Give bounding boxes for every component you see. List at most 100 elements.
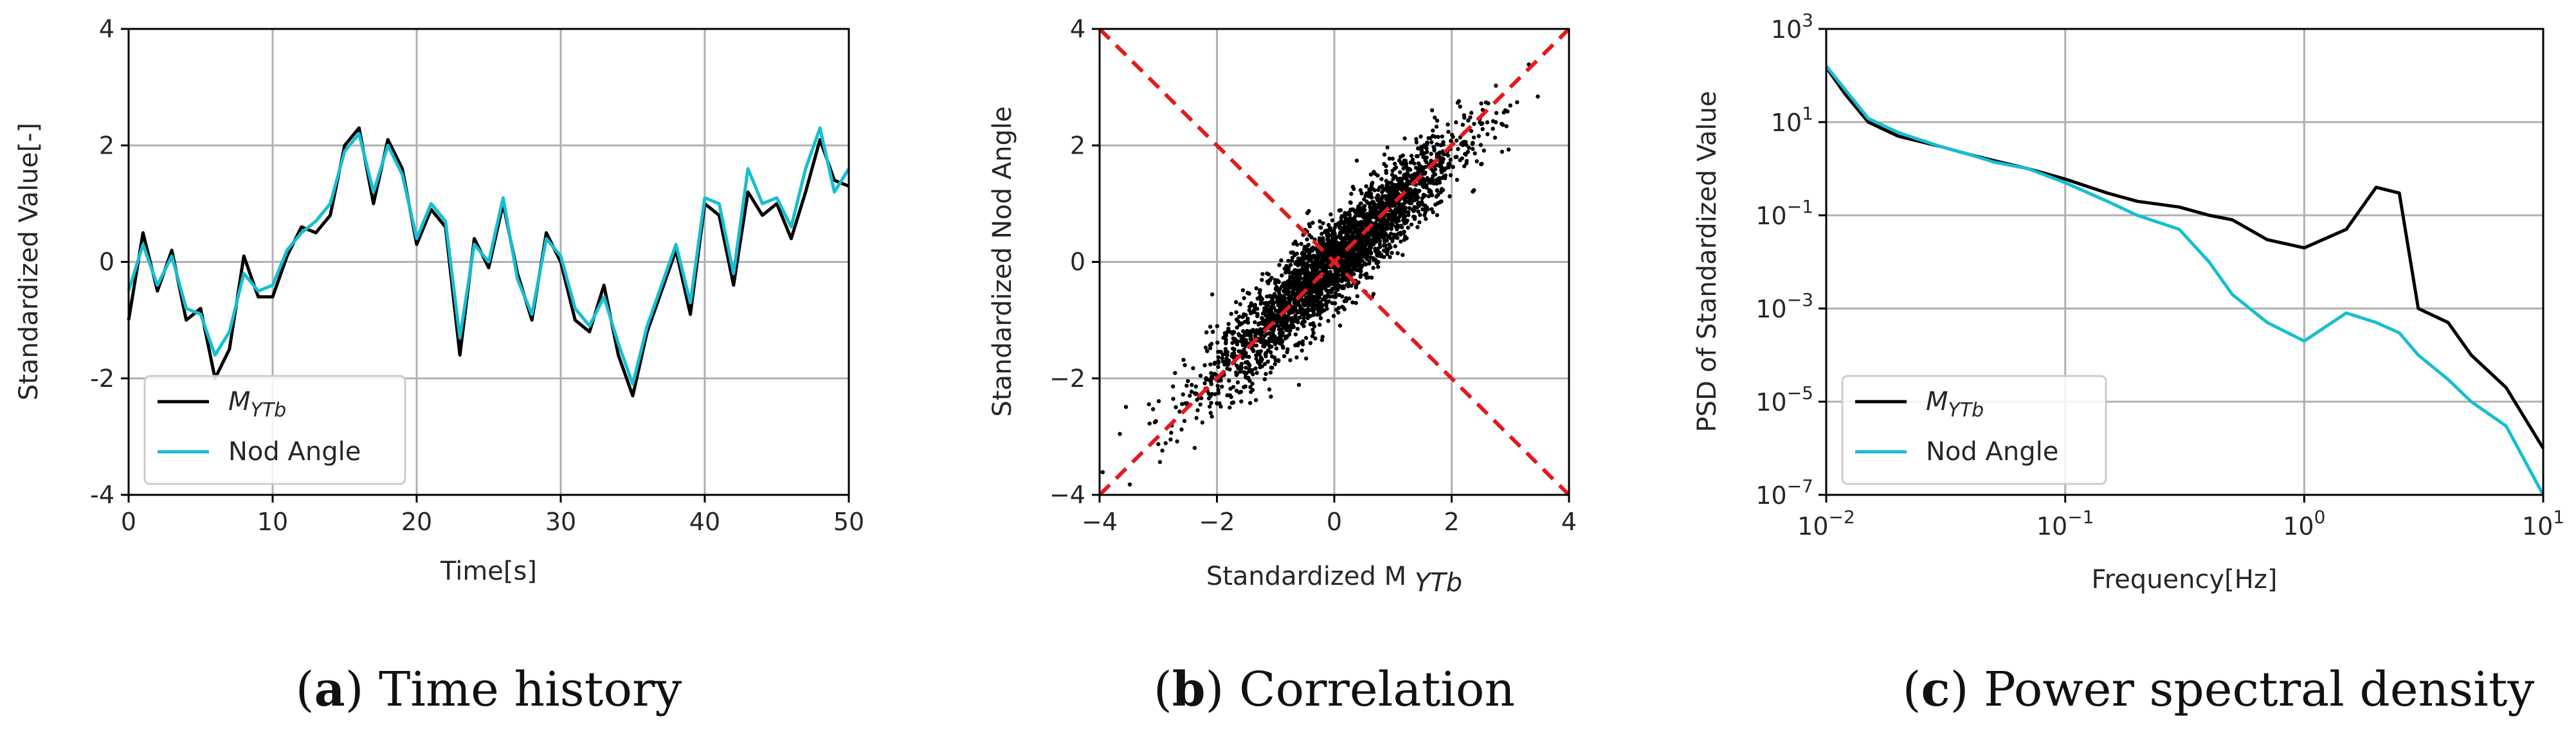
scatter-point [1365, 199, 1369, 204]
scatter-point [1340, 294, 1345, 299]
scatter-point [1248, 385, 1253, 389]
scatter-point [1390, 156, 1395, 161]
scatter-point [1307, 224, 1312, 229]
scatter-point [1350, 218, 1355, 222]
scatter-point [1428, 136, 1433, 141]
scatter-point [1382, 239, 1387, 244]
scatter-point [1255, 314, 1260, 318]
panel-a-series-myt-line [127, 126, 849, 398]
scatter-point [1190, 382, 1194, 388]
scatter-point [1156, 442, 1161, 447]
scatter-point [1329, 233, 1333, 238]
scatter-point [1244, 366, 1248, 370]
scatter-point [1243, 371, 1248, 376]
scatter-point [1224, 352, 1228, 357]
scatter-point [1491, 119, 1496, 123]
scatter-point [1376, 205, 1381, 210]
scatter-point [1390, 168, 1395, 173]
panel-a-legend-nod-label: Nod Angle [228, 437, 361, 467]
scatter-point [1203, 345, 1208, 350]
scatter-point [1536, 94, 1540, 99]
scatter-point [1321, 244, 1325, 248]
scatter-point [1334, 291, 1338, 296]
scatter-point [1414, 137, 1419, 141]
scatter-point [1234, 388, 1239, 393]
scatter-point [1310, 334, 1315, 339]
panel-a-x-tick-label: 20 [401, 508, 432, 536]
scatter-point [1251, 328, 1255, 332]
scatter-point [1286, 265, 1291, 271]
scatter-point [1338, 323, 1343, 328]
scatter-point [1356, 280, 1361, 285]
scatter-point [1371, 201, 1376, 205]
scatter-point [1287, 271, 1292, 275]
scatter-point [1506, 147, 1511, 152]
scatter-point [1413, 190, 1418, 195]
panel-c-series-nod-line [1825, 65, 2545, 496]
panel-a-legend-myt-label: MYTb [228, 387, 286, 422]
scatter-point [1300, 348, 1304, 353]
scatter-point [1454, 120, 1458, 125]
scatter-point [1333, 301, 1338, 306]
scatter-point [1373, 172, 1377, 176]
scatter-point [1515, 100, 1519, 105]
caption-b: (b) Correlation [1154, 662, 1515, 717]
scatter-point [1350, 184, 1356, 189]
scatter-point [1415, 154, 1420, 159]
scatter-point [1277, 263, 1282, 267]
scatter-point [1354, 283, 1359, 288]
scatter-point [1238, 302, 1242, 307]
scatter-point [1300, 310, 1304, 316]
scatter-point [1426, 179, 1431, 183]
scatter-point [1421, 155, 1426, 159]
scatter-point [1303, 335, 1309, 341]
scatter-point [1407, 206, 1412, 210]
scatter-point [1402, 158, 1406, 163]
scatter-point [1508, 103, 1512, 108]
scatter-point [1247, 363, 1252, 368]
scatter-point [1293, 332, 1298, 337]
scatter-point [1360, 220, 1365, 224]
scatter-point [1355, 242, 1359, 246]
scatter-point [1277, 335, 1282, 340]
scatter-point [1415, 146, 1420, 151]
scatter-point [1343, 219, 1348, 223]
panel-c-legend-nod-label: Nod Angle [1926, 437, 2058, 467]
scatter-point [1446, 129, 1451, 134]
scatter-point [1469, 129, 1474, 133]
scatter-point [1357, 228, 1363, 233]
scatter-point [1264, 371, 1268, 376]
scatter-point [1365, 249, 1369, 254]
panel-a-legend: MYTb Nod Angle [143, 375, 406, 485]
scatter-point [1325, 293, 1330, 298]
scatter-point [1370, 275, 1374, 280]
scatter-point [1261, 321, 1265, 326]
scatter-point [1321, 221, 1325, 226]
scatter-point [1384, 247, 1389, 251]
scatter-point [1300, 285, 1305, 290]
scatter-point [1376, 210, 1381, 215]
scatter-point [1295, 319, 1300, 323]
scatter-point [1375, 260, 1380, 265]
scatter-point [1454, 138, 1459, 143]
scatter-point [1229, 395, 1233, 399]
scatter-point [1195, 408, 1200, 413]
panel-b: −4 −2 0 2 4 −4 −2 0 2 4 Standardized M YTb Stand… [988, 15, 1577, 598]
scatter-point [1247, 400, 1253, 406]
panel-b-y-ticks: −4 −2 0 2 4 [1049, 15, 1100, 509]
scatter-point [1364, 184, 1368, 188]
panel-b-x-tick-label: 2 [1444, 508, 1459, 536]
panel-a: 0 10 20 30 40 50 -4 -2 0 2 4 Time[s] Standardized… [14, 15, 864, 586]
scatter-point [1226, 362, 1231, 367]
scatter-point [1276, 324, 1281, 328]
scatter-point [1222, 334, 1227, 339]
scatter-point [1348, 221, 1353, 226]
scatter-point [1344, 296, 1348, 301]
scatter-point [1462, 164, 1467, 168]
scatter-point [1262, 301, 1267, 305]
scatter-point [1280, 327, 1284, 332]
scatter-point [1266, 272, 1271, 277]
scatter-point [1458, 104, 1462, 109]
scatter-point [1311, 327, 1315, 332]
scatter-point [1337, 208, 1342, 213]
